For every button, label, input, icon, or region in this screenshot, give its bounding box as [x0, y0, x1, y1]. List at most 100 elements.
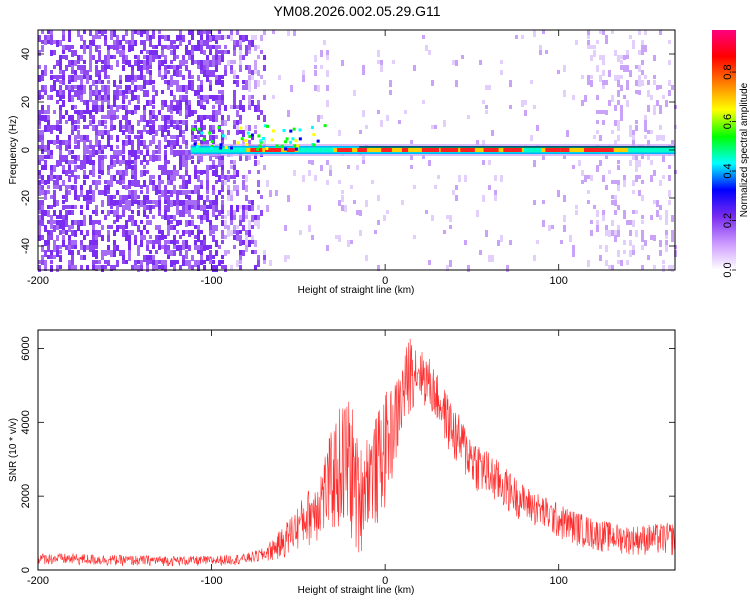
spectrogram-cell — [488, 85, 491, 90]
spectrogram-cell — [122, 185, 125, 189]
carrier-scatter — [292, 127, 296, 131]
spectrogram-cell — [197, 45, 200, 51]
spectrogram-cell — [68, 185, 71, 189]
spectrogram-cell — [80, 165, 83, 170]
spectrogram-cell — [95, 80, 98, 84]
spectrogram-cell — [212, 35, 215, 41]
spectrogram-cell — [71, 45, 74, 49]
spectrogram-cell — [125, 135, 128, 139]
spectrogram-cell — [134, 240, 137, 245]
spectrogram-cell — [239, 130, 242, 134]
spectrogram-cell — [272, 30, 275, 34]
spectrogram-cell — [194, 165, 197, 172]
spectrogram-cell — [485, 105, 488, 109]
spectrogram-cell — [320, 115, 323, 119]
carrier-scatter — [312, 143, 316, 147]
spectrogram-cell — [482, 100, 485, 104]
spectrogram-cell — [182, 245, 185, 250]
spectrogram-cell — [119, 120, 122, 126]
spectrogram-cell — [98, 265, 101, 269]
carrier-scatter — [197, 142, 201, 146]
spectrogram-cell — [341, 60, 344, 66]
spectrogram-cell — [203, 125, 206, 130]
spectrogram-cell — [185, 120, 188, 126]
spectrogram-cell — [146, 255, 149, 261]
spectrogram-cell — [311, 235, 314, 240]
spectrogram-cell — [212, 110, 215, 116]
spectrogram-cell — [68, 60, 71, 67]
spectrogram-cell — [227, 60, 230, 66]
spectrogram-cell — [92, 170, 95, 177]
spectrogram-cell — [104, 190, 107, 196]
spectrogram-cell — [149, 55, 152, 62]
spectrogram-cell — [119, 160, 122, 166]
spectrogram-cell — [131, 230, 134, 235]
spectrogram-cell — [179, 40, 182, 46]
spectrogram-cell — [107, 100, 110, 106]
spectrogram-cell — [173, 150, 176, 157]
spectrogram-cell — [170, 175, 173, 181]
spectrogram-cell — [44, 225, 47, 232]
spectrogram-cell — [104, 250, 107, 256]
spectrogram-cell — [62, 195, 65, 199]
spectrogram-cell — [95, 35, 98, 39]
spectrogram-cell — [215, 65, 218, 72]
spectrogram-cell — [41, 260, 44, 265]
spectrogram-cell — [176, 150, 179, 156]
spectrogram-cell — [59, 110, 62, 117]
spectrogram-cell — [542, 155, 545, 160]
spectrogram-cell — [233, 230, 236, 234]
carrier-scatter — [294, 147, 298, 151]
spectrogram-cell — [530, 135, 533, 141]
spectrogram-cell — [176, 55, 179, 59]
spectrogram-cell — [44, 85, 47, 91]
spectrogram-cell — [182, 130, 185, 134]
spectrogram-cell — [632, 250, 635, 255]
spectrogram-cell — [209, 135, 212, 141]
spectrogram-cell — [197, 95, 200, 99]
spectrogram-cell — [152, 135, 155, 140]
spectrogram-cell — [92, 180, 95, 185]
spectrogram-cell — [77, 110, 80, 116]
spectrogram-cell — [221, 235, 224, 239]
spectrogram-cell — [182, 185, 185, 189]
spectrogram-cell — [158, 185, 161, 190]
spectrogram-cell — [452, 60, 455, 65]
spectrogram-cell — [68, 35, 71, 42]
spectrogram-cell — [188, 210, 191, 217]
spectrogram-cell — [233, 50, 236, 56]
spectrogram-cell — [95, 60, 98, 64]
spectrogram-cell — [107, 210, 110, 216]
spectrogram-cell — [167, 130, 170, 136]
spectrogram-cell — [188, 155, 191, 160]
spectrogram-cell — [602, 110, 605, 114]
spectrogram-cell — [113, 150, 116, 157]
spectrogram-cell — [98, 45, 101, 49]
spectrogram-cell — [635, 90, 638, 94]
spectrogram-cell — [167, 65, 170, 69]
spectrogram-cell — [56, 60, 59, 66]
spectrogram-cell — [647, 105, 650, 112]
spectrogram-cell — [206, 70, 209, 75]
spectrogram-cell — [158, 200, 161, 207]
spectrogram-cell — [425, 45, 428, 51]
spectrogram-cell — [524, 100, 527, 105]
carrier-scatter — [240, 137, 244, 141]
carrier-scatter — [210, 144, 214, 148]
spectrogram-cell — [137, 85, 140, 90]
spectrogram-cell — [206, 210, 209, 217]
spectrogram-cell — [116, 200, 119, 207]
spectrogram-cell — [254, 35, 257, 40]
spectrogram-cell — [596, 220, 599, 227]
y-tick-label: 2000 — [20, 484, 32, 508]
spectrogram-cell — [248, 80, 251, 85]
spectrogram-cell — [617, 185, 620, 191]
spectrogram-cell — [170, 215, 173, 219]
spectrogram-cell — [131, 70, 134, 77]
spectrogram-cell — [131, 30, 134, 36]
spectrogram-cell — [62, 80, 65, 85]
spectrogram-cell — [68, 135, 71, 142]
spectrogram-cell — [170, 150, 173, 155]
spectrogram-cell — [239, 250, 242, 255]
spectrogram-cell — [116, 45, 119, 51]
